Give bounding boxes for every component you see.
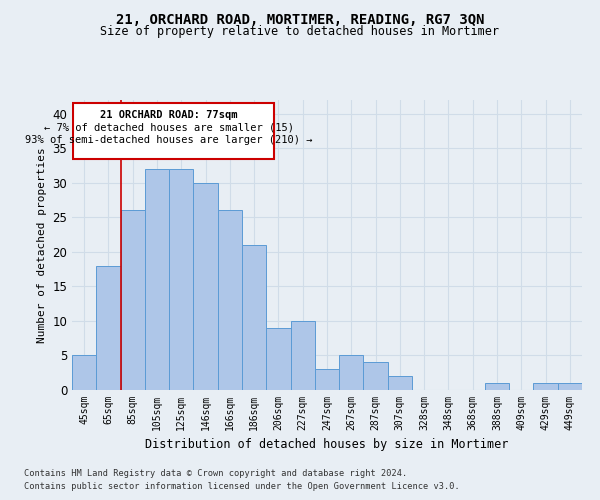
Bar <box>218 210 242 390</box>
Bar <box>169 169 193 390</box>
Y-axis label: Number of detached properties: Number of detached properties <box>37 147 47 343</box>
Bar <box>145 169 169 390</box>
Bar <box>290 321 315 390</box>
Bar <box>266 328 290 390</box>
Bar <box>315 370 339 390</box>
Bar <box>558 383 582 390</box>
Text: Contains HM Land Registry data © Crown copyright and database right 2024.: Contains HM Land Registry data © Crown c… <box>24 468 407 477</box>
Bar <box>121 210 145 390</box>
Text: Size of property relative to detached houses in Mortimer: Size of property relative to detached ho… <box>101 25 499 38</box>
Bar <box>242 245 266 390</box>
Bar <box>364 362 388 390</box>
Bar <box>72 356 96 390</box>
Text: ← 7% of detached houses are smaller (15): ← 7% of detached houses are smaller (15) <box>44 122 294 132</box>
FancyBboxPatch shape <box>73 104 274 158</box>
Text: 21, ORCHARD ROAD, MORTIMER, READING, RG7 3QN: 21, ORCHARD ROAD, MORTIMER, READING, RG7… <box>116 12 484 26</box>
Bar <box>193 183 218 390</box>
Bar <box>533 383 558 390</box>
Bar <box>485 383 509 390</box>
Text: 21 ORCHARD ROAD: 77sqm: 21 ORCHARD ROAD: 77sqm <box>100 110 238 120</box>
Text: 93% of semi-detached houses are larger (210) →: 93% of semi-detached houses are larger (… <box>25 134 313 144</box>
Text: Contains public sector information licensed under the Open Government Licence v3: Contains public sector information licen… <box>24 482 460 491</box>
Bar <box>339 356 364 390</box>
X-axis label: Distribution of detached houses by size in Mortimer: Distribution of detached houses by size … <box>145 438 509 452</box>
Bar <box>96 266 121 390</box>
Bar <box>388 376 412 390</box>
